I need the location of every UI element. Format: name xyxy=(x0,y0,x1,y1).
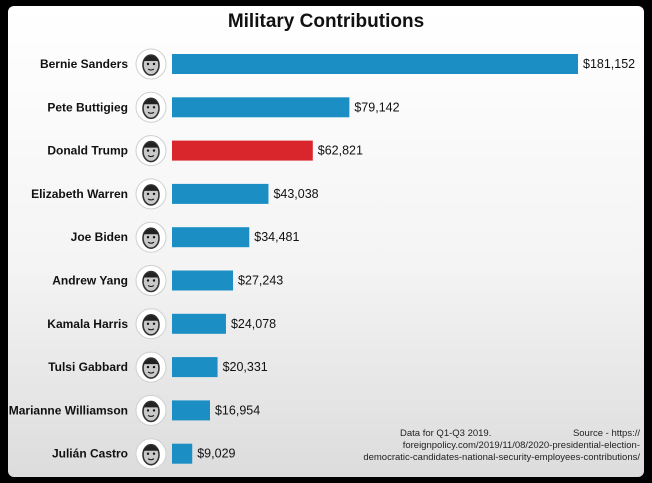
source-note: Data for Q1-Q3 2019. Source - https:// f… xyxy=(290,428,640,464)
category-label: Bernie Sanders xyxy=(40,57,128,71)
bar xyxy=(172,97,350,118)
value-label: $20,331 xyxy=(223,360,268,374)
value-label: $9,029 xyxy=(197,447,235,461)
portrait-icon xyxy=(135,394,167,426)
category-label: Joe Biden xyxy=(71,230,128,244)
portrait-icon xyxy=(135,221,167,253)
portrait-icon xyxy=(135,135,167,167)
value-label: $34,481 xyxy=(254,230,299,244)
portrait-icon xyxy=(135,48,167,80)
bar xyxy=(172,54,578,74)
source-url-line-1: foreignpolicy.com/2019/11/08/2020-presid… xyxy=(402,440,640,451)
chart-title: Military Contributions xyxy=(227,11,425,32)
bar xyxy=(172,357,218,378)
category-label: Pete Buttigieg xyxy=(47,100,128,114)
value-label: $27,243 xyxy=(238,274,283,288)
portrait-icon xyxy=(135,178,167,210)
category-label: Marianne Williamson xyxy=(9,403,128,417)
bar xyxy=(172,227,250,248)
value-label: $62,821 xyxy=(318,144,363,158)
data-period-note: Data for Q1-Q3 2019. xyxy=(400,428,492,439)
category-label: Tulsi Gabbard xyxy=(48,360,128,374)
bar xyxy=(172,183,269,204)
value-label: $16,954 xyxy=(215,403,260,417)
value-label: $24,078 xyxy=(231,317,276,331)
source-url-line-2: democratic-candidates-national-security-… xyxy=(363,452,640,463)
bar xyxy=(172,313,226,334)
portrait-icon xyxy=(135,91,167,123)
portrait-icon xyxy=(135,308,167,340)
portrait-icon xyxy=(135,351,167,383)
value-label: $43,038 xyxy=(273,187,318,201)
source-label: Source - https:// xyxy=(572,428,640,439)
bar xyxy=(172,443,193,464)
value-label: $79,142 xyxy=(354,100,399,114)
portrait-icon xyxy=(135,265,167,296)
value-label: $181,152 xyxy=(583,57,635,71)
category-label: Donald Trump xyxy=(47,144,128,158)
category-label: Julián Castro xyxy=(52,447,128,461)
category-label: Kamala Harris xyxy=(47,317,128,331)
portrait-icon xyxy=(135,438,167,470)
bar xyxy=(172,270,234,291)
category-label: Andrew Yang xyxy=(52,274,128,288)
bar xyxy=(172,140,313,161)
chart-frame: Military Contributions Bernie Sanders $18… xyxy=(8,6,644,477)
bar xyxy=(172,400,210,421)
category-label: Elizabeth Warren xyxy=(31,187,128,201)
bar-chart: Bernie Sanders $181,152 Pete Buttigieg $79,… xyxy=(9,48,635,470)
